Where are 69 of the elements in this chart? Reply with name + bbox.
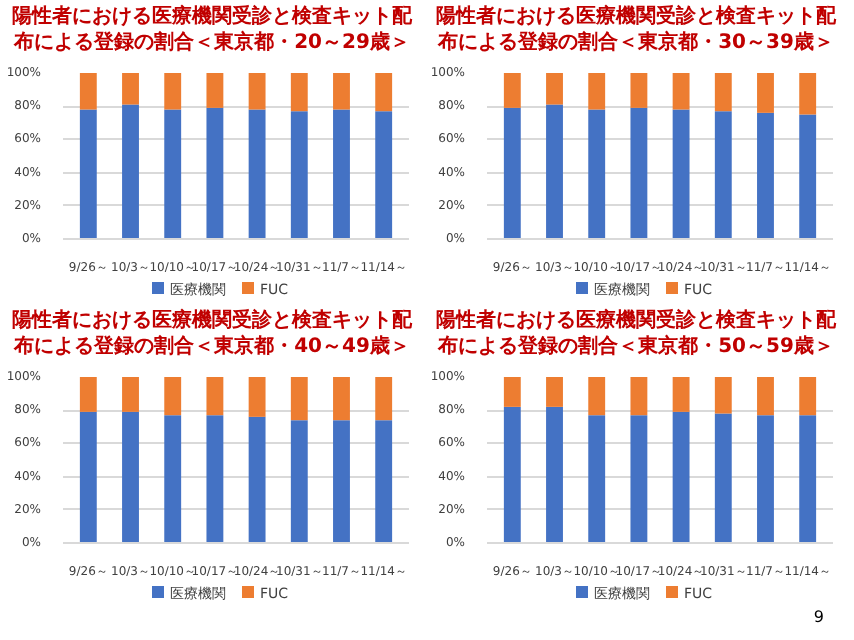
bar [333,420,350,543]
bar [757,415,774,543]
bar [206,73,224,108]
bar [122,73,139,105]
bar [799,114,817,239]
bar [122,411,139,543]
bar [206,107,224,239]
bar [290,420,308,543]
bar [672,109,690,239]
bar [757,73,774,113]
bar [630,73,648,108]
bar [672,411,690,543]
chart-title: 陽性者における医療機関受診と検査キット配布による登録の割合＜東京都・40～49歳＞ [10,308,414,360]
bar [375,73,393,112]
bar [588,377,606,416]
bar [588,73,606,110]
bar [546,73,563,105]
bar [164,415,182,543]
bar [799,377,817,416]
bar [164,109,182,239]
bar [206,415,224,543]
bar [503,107,521,239]
bar [248,109,266,239]
bar [333,109,350,239]
bar [375,377,393,421]
bar [290,377,308,421]
bar [122,104,139,239]
bar [333,73,350,110]
bar [799,73,817,115]
bar [714,111,732,239]
bar [79,377,97,412]
bar [714,377,732,414]
bar [164,73,182,110]
bar [630,107,648,239]
bar [290,73,308,112]
bar [546,104,563,239]
bar [630,377,648,416]
bar [503,406,521,543]
bar [546,406,563,543]
bar [757,112,774,239]
bar [757,377,774,416]
bar [503,73,521,108]
bar [799,415,817,543]
bar [79,73,97,110]
bar [588,109,606,239]
bar [290,111,308,239]
bar [503,377,521,407]
bar [672,377,690,412]
bar [714,73,732,112]
bar [714,413,732,543]
bar [206,377,224,416]
bar [79,109,97,239]
bar [79,411,97,543]
bar [333,377,350,421]
bar [375,111,393,239]
bar [588,415,606,543]
bar [164,377,182,416]
bar [248,416,266,543]
bar [248,73,266,110]
chart-title: 陽性者における医療機関受診と検査キット配布による登録の割合＜東京都・20～29歳＞ [10,4,414,56]
bar [122,377,139,412]
bar [546,377,563,407]
text: 9 [813,608,824,628]
bar [375,420,393,543]
chart-title: 陽性者における医療機関受診と検査キット配布による登録の割合＜東京都・30～39歳＞ [434,4,838,56]
bar [630,415,648,543]
bar [248,377,266,417]
bar [672,73,690,110]
chart-title: 陽性者における医療機関受診と検査キット配布による登録の割合＜東京都・50～59歳＞ [434,308,838,360]
